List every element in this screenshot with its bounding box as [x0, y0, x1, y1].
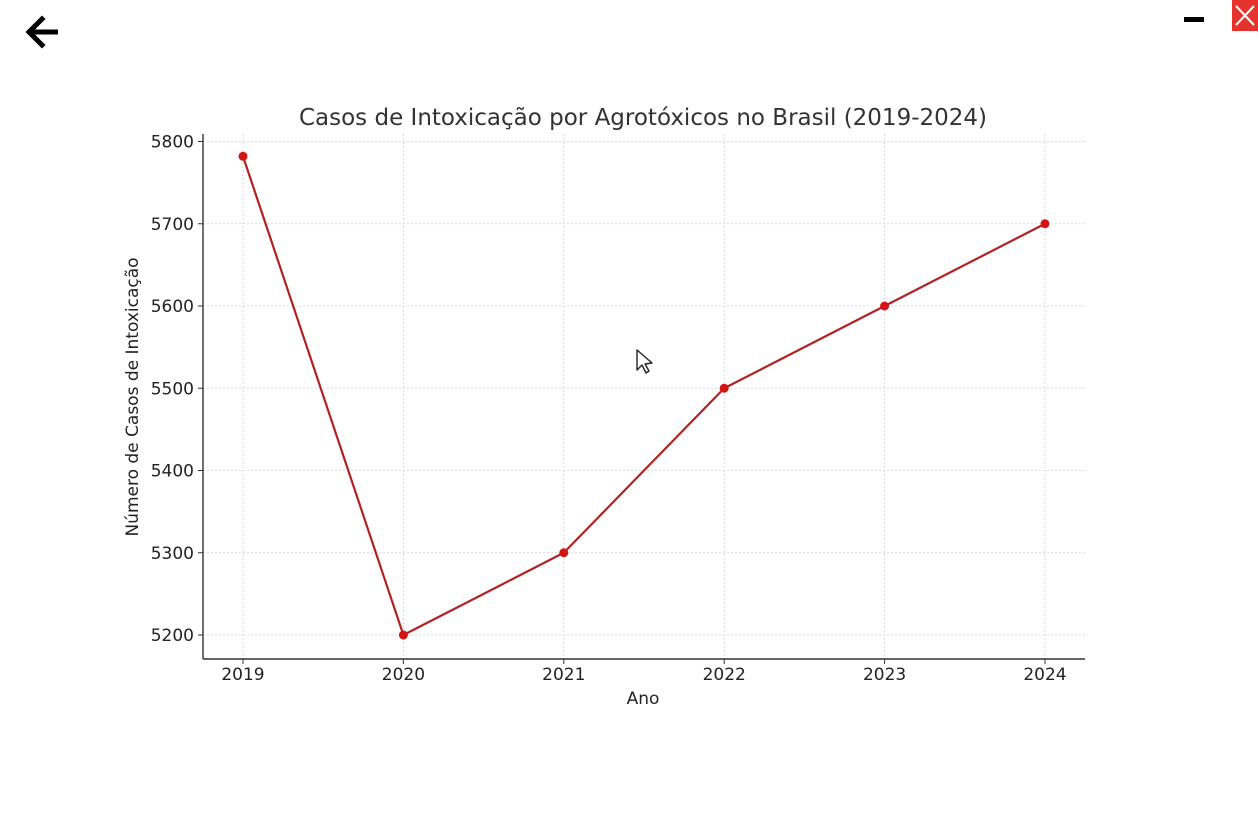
chart-grid	[203, 134, 1085, 659]
data-point	[398, 630, 408, 640]
series-line	[241, 155, 1046, 637]
arrow-left-icon	[25, 15, 58, 49]
y-tick-label: 5800	[151, 133, 194, 153]
chart-axes	[202, 134, 1085, 660]
x-tick-label: 2024	[1023, 665, 1066, 685]
y-axis-label: Número de Casos de Intoxicação	[123, 257, 143, 536]
minus-icon	[1184, 17, 1204, 22]
data-point	[1040, 219, 1050, 229]
data-point	[238, 151, 248, 161]
y-tick-label: 5600	[151, 297, 194, 317]
x-tick-label: 2019	[221, 665, 264, 685]
minimize-button[interactable]	[1180, 4, 1210, 34]
x-tick-label: 2021	[542, 665, 585, 685]
back-button[interactable]	[24, 14, 64, 50]
y-tick-label: 5500	[151, 379, 194, 399]
data-point	[880, 301, 890, 311]
x-tick-label: 2020	[382, 665, 425, 685]
data-point	[559, 548, 569, 558]
y-axis-ticks: 5200 5300 5400 5500 5600 5700 5800	[151, 133, 203, 646]
y-tick-label: 5700	[151, 215, 194, 235]
x-tick-label: 2023	[863, 665, 906, 685]
y-tick-label: 5300	[151, 544, 194, 564]
y-tick-label: 5200	[151, 626, 194, 646]
chart-title: Casos de Intoxicação por Agrotóxicos no …	[299, 105, 987, 131]
close-x-icon	[1235, 5, 1255, 26]
x-tick-label: 2022	[703, 665, 746, 685]
x-axis-ticks: 2019 2020 2021 2022 2023 2024	[221, 659, 1067, 685]
data-point	[719, 383, 729, 393]
mouse-cursor-icon	[636, 349, 653, 374]
y-tick-label: 5400	[151, 462, 194, 482]
x-axis-label: Ano	[627, 689, 660, 709]
close-button[interactable]	[1232, 0, 1258, 31]
chart-series	[238, 151, 1050, 640]
